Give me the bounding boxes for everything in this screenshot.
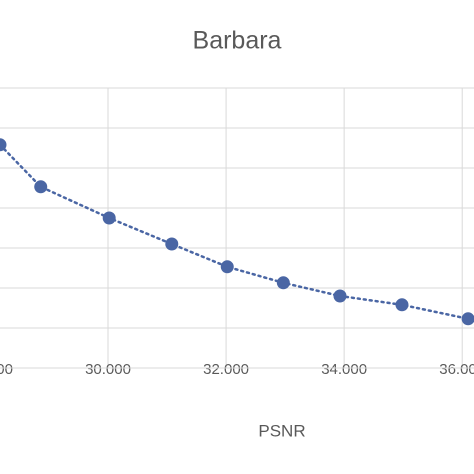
data-point: [102, 211, 116, 225]
data-point: [276, 276, 290, 290]
x-tick-label: 28.000: [0, 361, 13, 378]
chart-title: Barbara: [193, 27, 282, 55]
data-point: [333, 289, 347, 303]
x-tick-label: 34.000: [321, 361, 367, 378]
data-point: [165, 237, 179, 251]
x-tick-label: 30.000: [85, 361, 131, 378]
data-point: [0, 138, 7, 152]
x-axis-label: PSNR: [258, 421, 305, 440]
data-point: [34, 180, 48, 194]
data-point: [395, 298, 409, 312]
trend-line: [0, 143, 470, 321]
data-point: [461, 312, 474, 326]
x-tick-label: 36.000: [439, 361, 474, 378]
x-tick-label: 32.000: [203, 361, 249, 378]
data-point: [220, 260, 234, 274]
